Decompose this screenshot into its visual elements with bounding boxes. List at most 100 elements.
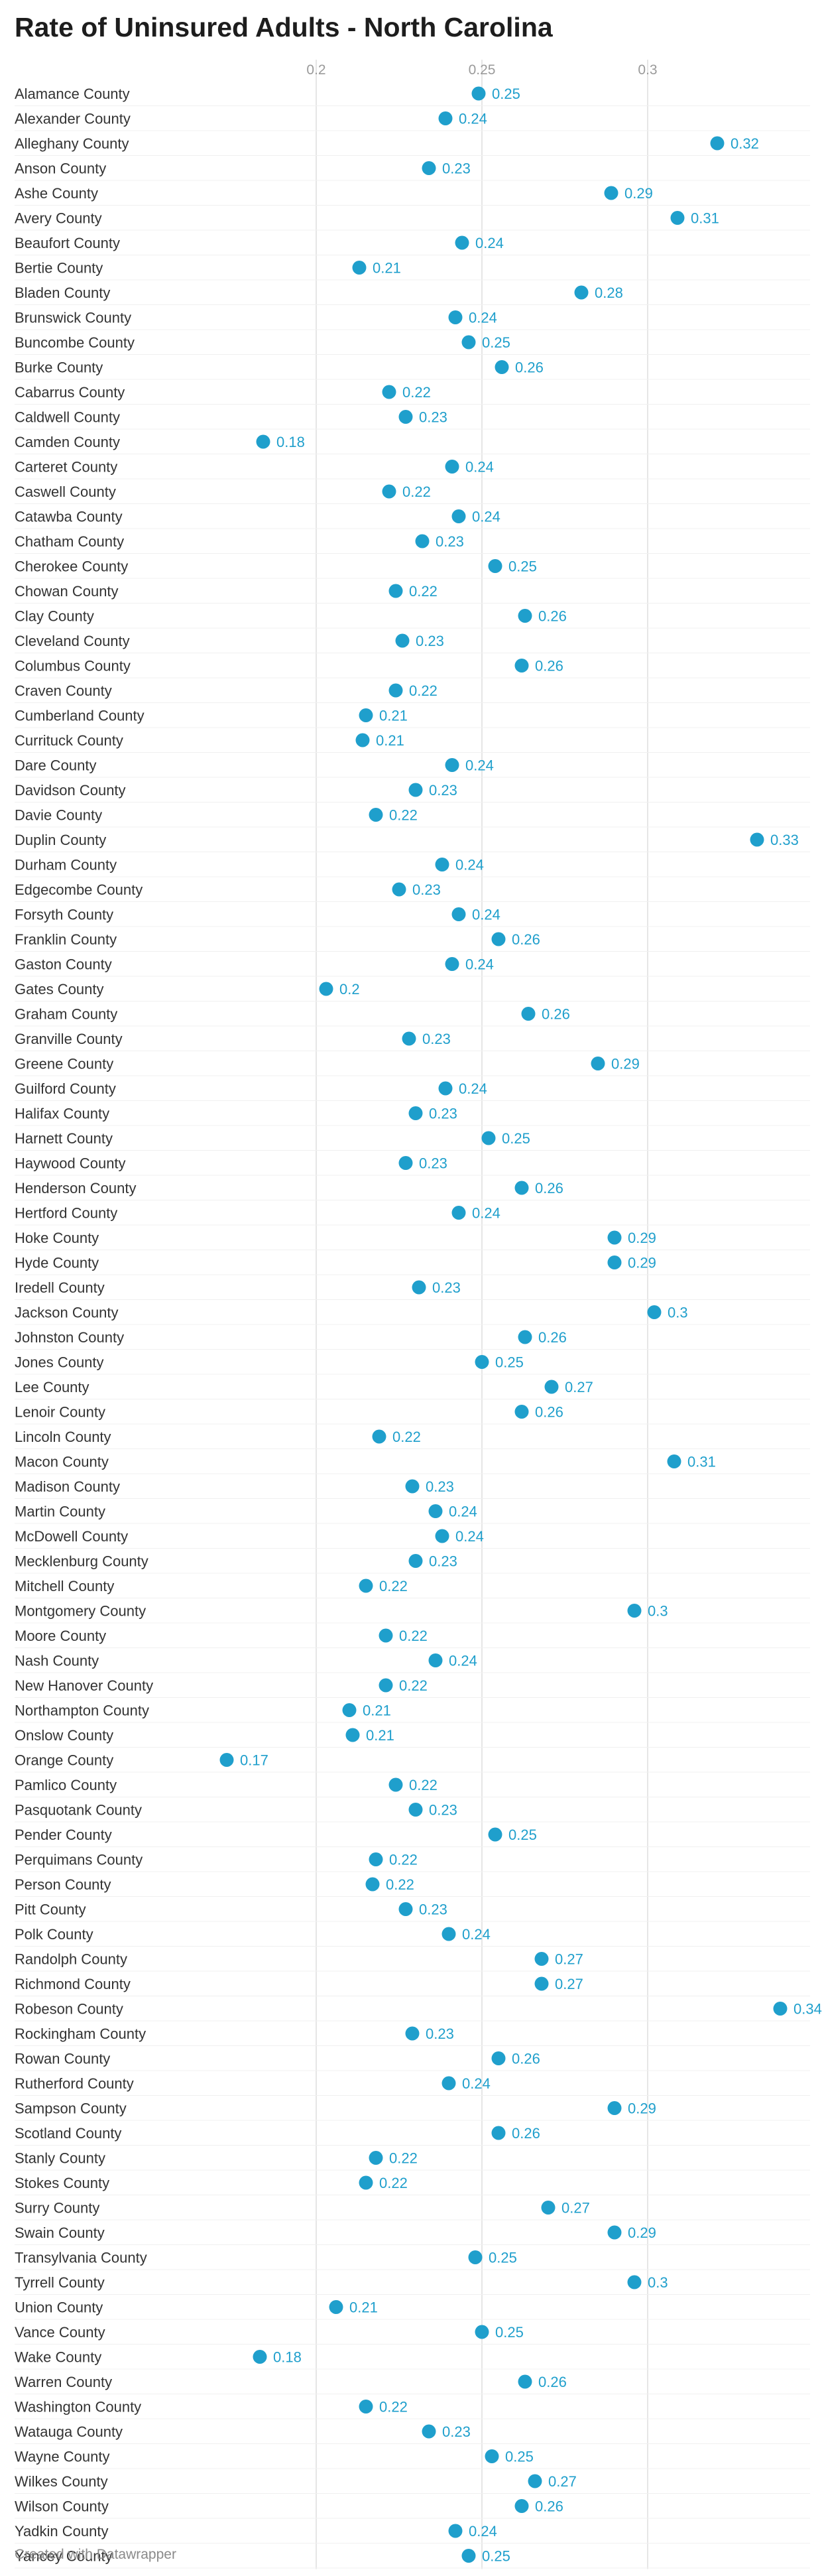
- county-label: Transylvania County: [15, 2250, 147, 2266]
- data-point: [355, 733, 370, 747]
- data-label: 0.24: [472, 1205, 500, 1222]
- data-label: 0.25: [495, 1354, 524, 1371]
- data-point: [405, 1479, 420, 1494]
- county-label: Lincoln County: [15, 1429, 111, 1445]
- chart-row: Chatham County 0.23: [15, 533, 810, 554]
- county-label: Hoke County: [15, 1230, 99, 1246]
- county-label: Person County: [15, 1876, 111, 1893]
- x-tick-label: 0.2: [306, 62, 325, 78]
- county-label: Currituck County: [15, 732, 123, 749]
- county-label: Yancey County: [15, 2548, 113, 2565]
- data-point: [382, 385, 396, 399]
- county-label: Gaston County: [15, 956, 112, 973]
- data-point: [541, 2201, 556, 2215]
- county-label: Davie County: [15, 807, 102, 824]
- county-label: Craven County: [15, 682, 112, 699]
- chart-row: Harnett County 0.25: [15, 1130, 810, 1151]
- chart-row: McDowell County 0.24: [15, 1528, 810, 1549]
- data-label: 0.18: [273, 2349, 302, 2366]
- data-point: [395, 633, 410, 648]
- data-label: 0.32: [731, 135, 759, 152]
- chart-row: Richmond County 0.27: [15, 1976, 810, 1996]
- chart-row: Person County 0.22: [15, 1876, 810, 1897]
- county-label: Granville County: [15, 1031, 123, 1047]
- data-label: 0.24: [462, 1926, 491, 1943]
- data-label: 0.24: [455, 857, 484, 873]
- chart-row: Stanly County 0.22: [15, 2150, 810, 2171]
- county-label: Stanly County: [15, 2150, 105, 2167]
- data-point: [647, 1305, 662, 1319]
- data-label: 0.26: [535, 658, 563, 675]
- data-label: 0.29: [628, 2100, 656, 2117]
- data-label: 0.24: [465, 757, 494, 774]
- data-label: 0.26: [538, 608, 567, 625]
- data-point: [445, 758, 459, 772]
- county-label: Robeson County: [15, 2001, 123, 2018]
- county-label: Ashe County: [15, 185, 98, 202]
- data-label: 0.22: [402, 483, 431, 500]
- county-label: Lee County: [15, 1379, 89, 1395]
- data-point: [488, 1827, 502, 1842]
- chart-row: Madison County 0.23: [15, 1478, 810, 1499]
- county-label: Wayne County: [15, 2449, 109, 2465]
- data-point: [365, 1877, 380, 1892]
- chart-row: Hoke County 0.29: [15, 1230, 810, 1250]
- data-point: [451, 1206, 466, 1220]
- chart-row: Brunswick County 0.24: [15, 310, 810, 330]
- data-label: 0.22: [389, 1852, 418, 1868]
- county-label: Caswell County: [15, 483, 116, 500]
- county-label: Pasquotank County: [15, 1802, 142, 1819]
- data-label: 0.24: [449, 1653, 477, 1669]
- county-label: Jones County: [15, 1354, 104, 1371]
- data-point: [607, 2225, 622, 2240]
- county-label: Hyde County: [15, 1255, 99, 1271]
- chart-row: Randolph County 0.27: [15, 1951, 810, 1972]
- data-label: 0.23: [419, 409, 447, 426]
- chart-row: Lincoln County 0.22: [15, 1429, 810, 1449]
- data-point: [491, 2126, 506, 2140]
- county-label: Wake County: [15, 2349, 101, 2366]
- data-label: 0.23: [426, 2026, 454, 2042]
- data-point: [388, 683, 403, 698]
- data-point: [342, 1703, 357, 1717]
- data-point: [359, 2175, 373, 2190]
- data-point: [345, 1728, 360, 1742]
- chart-row: Cabarrus County 0.22: [15, 384, 810, 405]
- county-label: Caldwell County: [15, 409, 120, 426]
- data-label: 0.26: [535, 1404, 563, 1421]
- chart-row: Polk County 0.24: [15, 1926, 810, 1947]
- data-point: [408, 783, 423, 797]
- data-label: 0.28: [595, 285, 623, 301]
- data-point: [451, 907, 466, 921]
- data-label: 0.25: [482, 2548, 510, 2565]
- county-label: Alleghany County: [15, 135, 129, 152]
- data-point: [435, 858, 449, 871]
- county-label: Chowan County: [15, 583, 119, 600]
- county-label: Pitt County: [15, 1901, 86, 1918]
- chart-row: Duplin County 0.33: [15, 832, 810, 852]
- data-label: 0.27: [565, 1379, 593, 1395]
- chart-row: Swain County 0.29: [15, 2224, 810, 2245]
- county-label: Stokes County: [15, 2175, 109, 2191]
- county-label: Guilford County: [15, 1080, 116, 1097]
- chart-row: Martin County 0.24: [15, 1504, 810, 1524]
- chart-row: Chowan County 0.22: [15, 583, 810, 604]
- data-label: 0.2: [339, 981, 360, 998]
- data-label: 0.27: [555, 1976, 583, 1992]
- data-label: 0.22: [389, 807, 418, 824]
- data-label: 0.23: [412, 881, 441, 898]
- county-label: Madison County: [15, 1478, 120, 1495]
- chart-row: Catawba County 0.24: [15, 509, 810, 529]
- data-point: [667, 1454, 681, 1468]
- data-point: [448, 2524, 463, 2538]
- chart-row: Bladen County 0.28: [15, 285, 810, 305]
- county-label: Brunswick County: [15, 310, 131, 326]
- chart-row: Wilkes County 0.27: [15, 2473, 810, 2494]
- county-label: Carteret County: [15, 459, 117, 476]
- data-point: [574, 285, 589, 300]
- chart-row: Buncombe County 0.25: [15, 334, 810, 355]
- data-point: [359, 708, 373, 722]
- data-point: [475, 1355, 489, 1369]
- data-point: [253, 2350, 267, 2364]
- x-tick-label: 0.25: [469, 62, 496, 78]
